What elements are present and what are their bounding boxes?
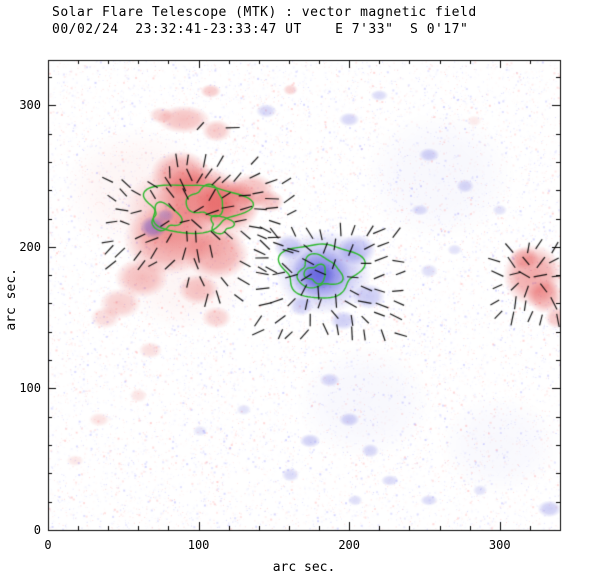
y-tick-label: 300 xyxy=(19,98,41,113)
plot-subtitle: 00/02/24 23:32:41-23:33:47 UT E 7'33" S … xyxy=(52,22,469,37)
y-tick-label: 100 xyxy=(19,381,41,396)
x-tick-label: 200 xyxy=(338,538,361,552)
x-tick-label: 100 xyxy=(187,538,210,552)
plot-title: Solar Flare Telescope (MTK) : vector mag… xyxy=(52,5,477,20)
x-tick-label: 0 xyxy=(44,538,52,552)
y-axis-label: arc sec. xyxy=(4,268,19,331)
x-axis-label: arc sec. xyxy=(272,560,336,575)
y-tick-label: 0 xyxy=(33,523,41,537)
x-tick-label: 300 xyxy=(488,538,511,552)
y-tick-label: 200 xyxy=(19,239,41,254)
